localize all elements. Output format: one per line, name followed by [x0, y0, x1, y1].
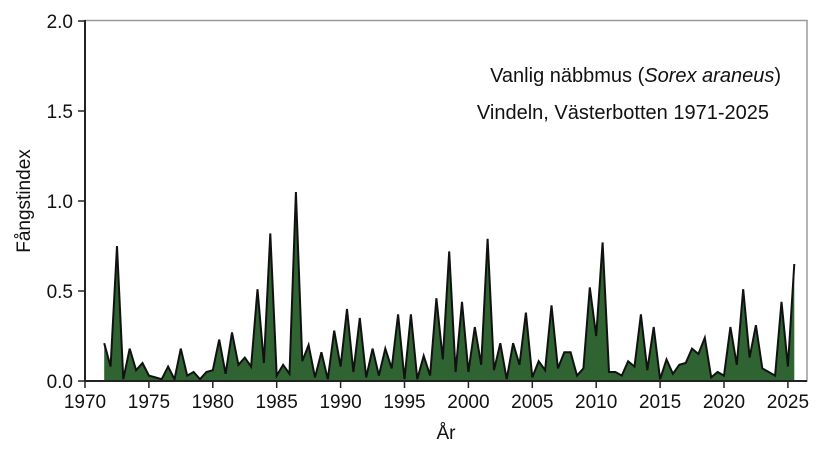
chart-annotation: Vanlig näbbmus (Sorex araneus) Vindeln, … [477, 65, 781, 124]
annotation-location: Vindeln, Västerbotten 1971-2025 [477, 102, 769, 124]
annotation-latin-name: Sorex araneus [644, 65, 774, 87]
x-tick-label: 2015 [639, 392, 681, 413]
y-tick-label: 0.0 [47, 372, 73, 393]
y-tick-label: 1.0 [47, 192, 73, 213]
annotation-paren-close: ) [774, 65, 781, 87]
x-tick-label: 1995 [383, 392, 425, 413]
y-axis-ticks: 0.0 0.5 1.0 1.5 2.0 [47, 12, 85, 393]
series-line [103, 191, 796, 383]
y-tick-label: 0.5 [47, 282, 73, 303]
x-tick-label: 2020 [703, 392, 745, 413]
x-tick-label: 1970 [64, 392, 106, 413]
x-axis-ticks: 1970 1975 1980 1985 1990 1995 2000 2005 2010 2015… [64, 381, 809, 413]
x-tick-label: 1985 [256, 392, 298, 413]
area-series [103, 191, 796, 383]
x-tick-label: 2005 [511, 392, 553, 413]
x-tick-label: 1990 [319, 392, 361, 413]
axes: 1970 1975 1980 1985 1990 1995 2000 2005 2010 2015… [47, 12, 809, 413]
x-tick-label: 1980 [192, 392, 234, 413]
x-tick-label: 2010 [575, 392, 617, 413]
x-tick-label: 2000 [447, 392, 489, 413]
y-tick-label: 1.5 [47, 102, 73, 123]
annotation-species: Vanlig näbbmus (Sorex araneus) [490, 65, 781, 87]
area-fill [104, 192, 795, 381]
x-tick-label: 1975 [128, 392, 170, 413]
annotation-common-name: Vanlig näbbmus ( [490, 65, 645, 87]
x-axis-title: År [437, 423, 457, 444]
x-tick-label: 2025 [767, 392, 809, 413]
y-tick-label: 2.0 [47, 12, 73, 33]
y-axis-title: Fångstindex [14, 149, 35, 253]
